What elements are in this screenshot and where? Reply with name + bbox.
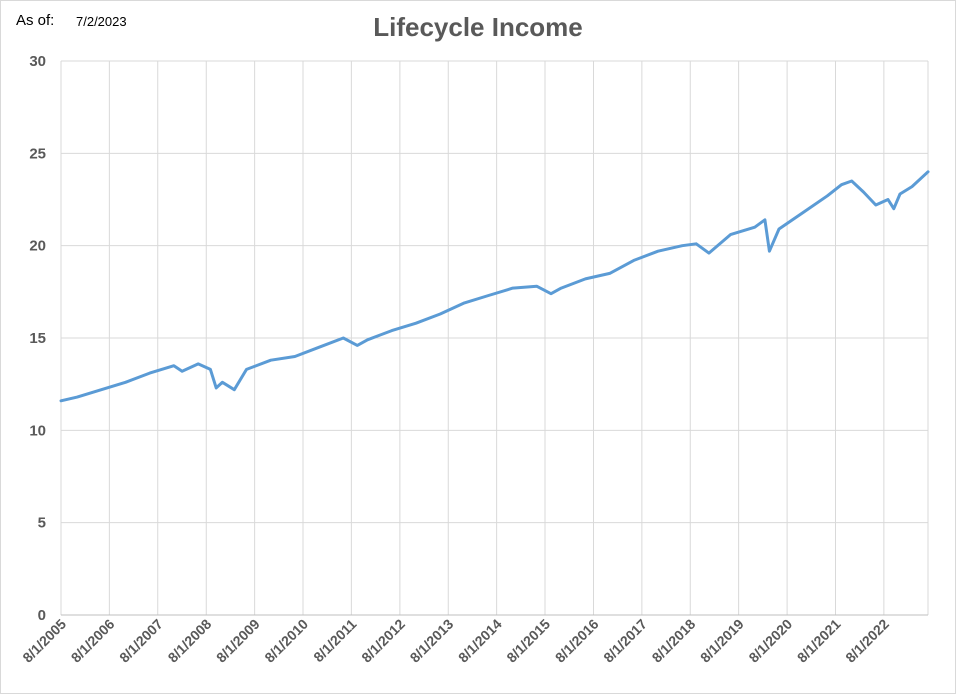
y-tick-label: 0 bbox=[38, 607, 46, 624]
vertical-gridlines bbox=[60, 61, 885, 615]
x-tick-label: 8/1/2019 bbox=[697, 616, 747, 666]
x-tick-label: 8/1/2008 bbox=[165, 616, 215, 666]
x-tick-label: 8/1/2017 bbox=[600, 616, 650, 666]
x-tick-label: 8/1/2009 bbox=[213, 616, 263, 666]
chart-title: Lifecycle Income bbox=[373, 12, 583, 42]
x-tick-label: 8/1/2007 bbox=[116, 616, 166, 666]
series-group bbox=[59, 170, 930, 403]
y-tick-labels: 0 5 10 15 20 25 30 bbox=[29, 53, 46, 624]
x-tick-label: 8/1/2014 bbox=[455, 616, 505, 666]
y-tick-label: 25 bbox=[29, 145, 46, 162]
as-of-date: 7/2/2023 bbox=[76, 14, 127, 29]
x-tick-labels: 8/1/20058/1/20068/1/20078/1/20088/1/2009… bbox=[19, 616, 892, 666]
x-tick-label: 8/1/2021 bbox=[794, 616, 844, 666]
axes bbox=[61, 61, 929, 616]
y-tick-label: 5 bbox=[38, 515, 46, 532]
x-tick-label: 8/1/2011 bbox=[310, 616, 359, 665]
x-tick-label: 8/1/2006 bbox=[68, 616, 118, 666]
x-tick-label: 8/1/2012 bbox=[358, 616, 408, 666]
y-tick-label: 10 bbox=[29, 422, 46, 439]
y-tick-label: 30 bbox=[29, 53, 46, 70]
y-tick-label: 15 bbox=[29, 330, 46, 347]
as-of-label: As of: bbox=[16, 12, 55, 29]
y-tick-label: 20 bbox=[29, 238, 46, 255]
x-tick-label: 8/1/2013 bbox=[407, 616, 457, 666]
x-tick-label: 8/1/2018 bbox=[649, 616, 699, 666]
x-tick-label: 8/1/2016 bbox=[552, 616, 602, 666]
x-tick-label: 8/1/2010 bbox=[261, 616, 311, 666]
horizontal-gridlines bbox=[61, 60, 928, 616]
x-tick-label: 8/1/2020 bbox=[745, 616, 795, 666]
series-line bbox=[59, 170, 930, 403]
x-tick-label: 8/1/2015 bbox=[503, 616, 553, 666]
x-tick-label: 8/1/2022 bbox=[842, 616, 892, 666]
